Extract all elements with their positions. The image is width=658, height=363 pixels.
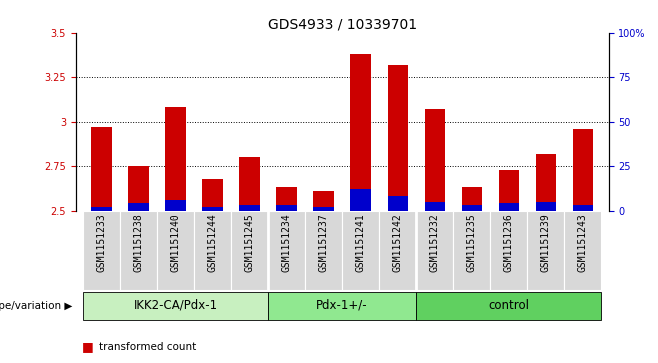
Bar bbox=[83, 211, 120, 290]
Text: GSM1151236: GSM1151236 bbox=[504, 213, 514, 272]
Bar bbox=[305, 211, 342, 290]
Bar bbox=[83, 292, 268, 320]
Bar bbox=[342, 211, 379, 290]
Bar bbox=[91, 207, 112, 211]
Bar bbox=[194, 211, 231, 290]
Text: GSM1151240: GSM1151240 bbox=[170, 213, 180, 272]
Bar bbox=[499, 203, 519, 211]
Text: Pdx-1+/-: Pdx-1+/- bbox=[316, 299, 368, 312]
Text: GSM1151244: GSM1151244 bbox=[208, 213, 218, 272]
Text: GSM1151232: GSM1151232 bbox=[430, 213, 440, 272]
Bar bbox=[276, 187, 297, 211]
Bar bbox=[203, 207, 223, 211]
Bar bbox=[424, 202, 445, 211]
Bar bbox=[527, 211, 565, 290]
Bar bbox=[379, 211, 416, 290]
Bar bbox=[240, 205, 260, 211]
Bar bbox=[572, 205, 593, 211]
Bar bbox=[120, 211, 157, 290]
Bar bbox=[388, 65, 408, 211]
Text: GSM1151237: GSM1151237 bbox=[318, 213, 328, 272]
Text: IKK2-CA/Pdx-1: IKK2-CA/Pdx-1 bbox=[134, 299, 218, 312]
Bar bbox=[565, 211, 601, 290]
Text: GSM1151238: GSM1151238 bbox=[134, 213, 143, 272]
Text: ■: ■ bbox=[82, 340, 94, 353]
Bar bbox=[313, 207, 334, 211]
Bar bbox=[572, 129, 593, 211]
Bar bbox=[91, 127, 112, 211]
Bar bbox=[461, 187, 482, 211]
Text: GSM1151234: GSM1151234 bbox=[282, 213, 291, 272]
Bar bbox=[268, 211, 305, 290]
Bar bbox=[461, 205, 482, 211]
Text: GSM1151241: GSM1151241 bbox=[356, 213, 366, 272]
Bar bbox=[128, 203, 149, 211]
Bar bbox=[490, 211, 527, 290]
Bar bbox=[276, 205, 297, 211]
Bar bbox=[351, 54, 371, 211]
Bar bbox=[165, 107, 186, 211]
Bar bbox=[424, 109, 445, 211]
Bar bbox=[453, 211, 490, 290]
Bar bbox=[128, 166, 149, 211]
Bar bbox=[313, 191, 334, 211]
Text: GSM1151243: GSM1151243 bbox=[578, 213, 588, 272]
Text: GSM1151245: GSM1151245 bbox=[245, 213, 255, 272]
Bar bbox=[388, 196, 408, 211]
Bar bbox=[165, 200, 186, 211]
Bar bbox=[536, 202, 556, 211]
Bar bbox=[417, 292, 601, 320]
Bar bbox=[157, 211, 194, 290]
Bar bbox=[268, 292, 416, 320]
Text: GSM1151233: GSM1151233 bbox=[97, 213, 107, 272]
Title: GDS4933 / 10339701: GDS4933 / 10339701 bbox=[268, 17, 417, 32]
Text: GSM1151239: GSM1151239 bbox=[541, 213, 551, 272]
Text: GSM1151242: GSM1151242 bbox=[393, 213, 403, 272]
Bar bbox=[240, 157, 260, 211]
Text: transformed count: transformed count bbox=[99, 342, 196, 352]
Bar bbox=[417, 211, 453, 290]
Text: control: control bbox=[488, 299, 529, 312]
Text: GSM1151235: GSM1151235 bbox=[467, 213, 476, 272]
Text: ■: ■ bbox=[82, 362, 94, 363]
Bar bbox=[203, 179, 223, 211]
Bar bbox=[499, 170, 519, 211]
Bar bbox=[351, 189, 371, 211]
Text: genotype/variation ▶: genotype/variation ▶ bbox=[0, 301, 72, 311]
Bar bbox=[536, 154, 556, 211]
Bar bbox=[231, 211, 268, 290]
